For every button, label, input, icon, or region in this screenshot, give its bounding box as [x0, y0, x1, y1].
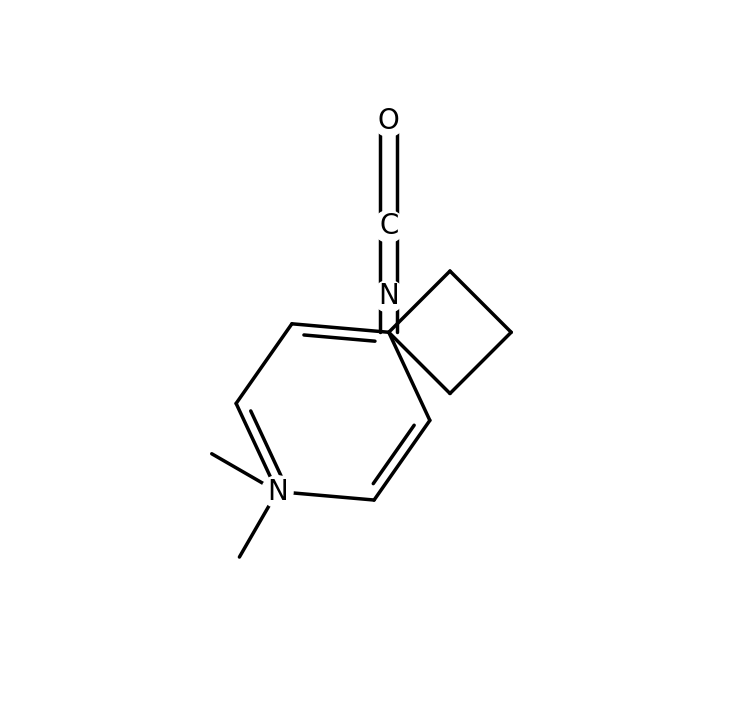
Circle shape	[373, 210, 404, 242]
Circle shape	[373, 281, 404, 312]
Circle shape	[373, 105, 404, 137]
Text: N: N	[267, 478, 288, 505]
Text: O: O	[378, 106, 400, 134]
Circle shape	[261, 476, 293, 508]
Text: N: N	[379, 282, 399, 310]
Text: C: C	[379, 213, 399, 240]
